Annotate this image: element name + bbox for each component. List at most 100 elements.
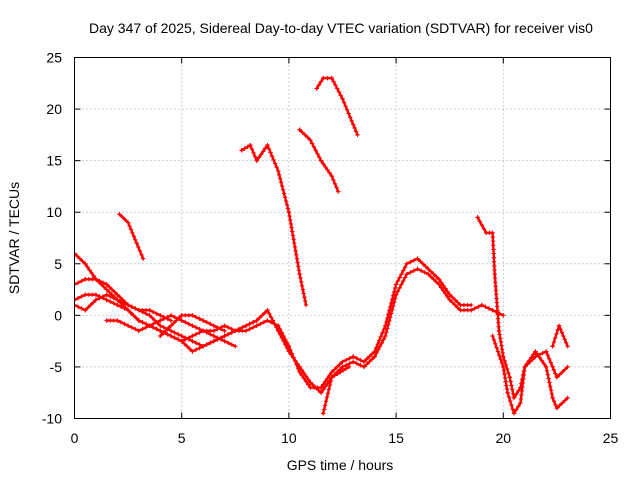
data-point (329, 369, 334, 375)
plus-marker (379, 340, 385, 346)
plus-marker (133, 315, 139, 321)
plus-marker (367, 359, 372, 364)
plus-marker (364, 356, 369, 362)
plus-marker (299, 372, 304, 378)
y-tick-label: 10 (46, 204, 62, 220)
plus-marker (384, 319, 389, 325)
series-track-f (158, 313, 227, 339)
data-point (507, 375, 512, 380)
plus-marker (346, 111, 351, 116)
plus-marker (323, 399, 329, 404)
data-point (321, 411, 326, 416)
plus-marker (301, 376, 307, 381)
plus-marker (193, 314, 199, 320)
data-point (104, 297, 109, 303)
plus-marker (507, 398, 513, 404)
data-point (447, 297, 452, 303)
data-point (158, 328, 163, 334)
plus-marker (184, 344, 190, 349)
axis-ticks: 0 5 10 15 20 25 -10 -5 0 5 10 15 20 25 (42, 50, 619, 447)
plus-marker (140, 320, 145, 325)
x-tick-label: 10 (281, 430, 297, 446)
plus-marker (506, 394, 512, 400)
plus-marker (541, 361, 547, 367)
plus-marker (495, 308, 500, 313)
plus-marker (79, 306, 84, 311)
data-point (554, 405, 560, 411)
plus-marker (545, 352, 550, 358)
data-point (554, 375, 560, 380)
plus-marker (136, 244, 141, 250)
plus-marker (296, 268, 302, 273)
data-point (340, 364, 345, 370)
plus-marker (358, 357, 363, 363)
plus-marker (215, 325, 220, 330)
data-point (115, 302, 120, 308)
data-point (179, 338, 184, 344)
plus-marker (250, 320, 256, 325)
plus-marker (321, 161, 326, 166)
plus-marker (369, 356, 375, 362)
plus-marker (445, 289, 450, 294)
plus-marker (545, 372, 550, 377)
data-point (158, 313, 163, 318)
plus-marker (176, 315, 182, 321)
plus-marker (215, 335, 220, 340)
plus-marker (353, 129, 359, 134)
plus-marker (267, 311, 272, 316)
data-point (74, 282, 77, 287)
plus-marker (373, 345, 379, 350)
plus-marker (562, 398, 568, 403)
data-point (190, 349, 195, 354)
plus-marker (513, 407, 519, 413)
plus-marker (554, 331, 559, 337)
data-point (511, 411, 517, 416)
plus-marker (274, 165, 279, 170)
data-point (190, 313, 195, 318)
data-point (93, 292, 99, 297)
plus-marker (352, 125, 357, 131)
data-point (475, 215, 480, 220)
data-point (136, 318, 142, 323)
plus-marker (279, 330, 284, 335)
plus-marker (143, 325, 149, 330)
plus-marker (347, 361, 352, 366)
data-point (518, 400, 523, 406)
plus-marker (150, 309, 156, 315)
plus-marker (97, 278, 102, 284)
x-tick-label: 5 (178, 430, 186, 446)
data-point (533, 349, 538, 354)
data-point (222, 323, 227, 328)
plus-marker (500, 350, 505, 356)
plus-marker (418, 259, 423, 264)
data-point (243, 323, 249, 328)
plus-marker (101, 284, 107, 290)
data-point (329, 75, 334, 81)
plus-marker (165, 314, 170, 320)
plus-marker (303, 379, 309, 384)
plus-marker (562, 337, 567, 342)
plus-marker (539, 358, 545, 363)
plus-marker (423, 264, 428, 269)
data-series (74, 75, 570, 416)
data-point (136, 308, 142, 313)
plus-marker (411, 258, 417, 263)
plus-marker (140, 326, 145, 332)
plus-marker (557, 372, 562, 377)
plus-marker (317, 155, 322, 160)
plus-marker (336, 89, 342, 95)
plus-marker (300, 287, 306, 292)
plus-marker (122, 306, 127, 311)
plus-marker (204, 342, 209, 347)
plus-marker (129, 304, 134, 309)
plus-marker (120, 214, 125, 220)
plus-marker (328, 379, 334, 384)
plus-marker (502, 372, 507, 377)
plus-marker (422, 270, 427, 275)
plus-marker (288, 221, 294, 227)
plus-marker (87, 267, 92, 273)
plus-marker (495, 316, 501, 321)
plus-marker (294, 256, 300, 261)
plus-marker (262, 310, 267, 315)
